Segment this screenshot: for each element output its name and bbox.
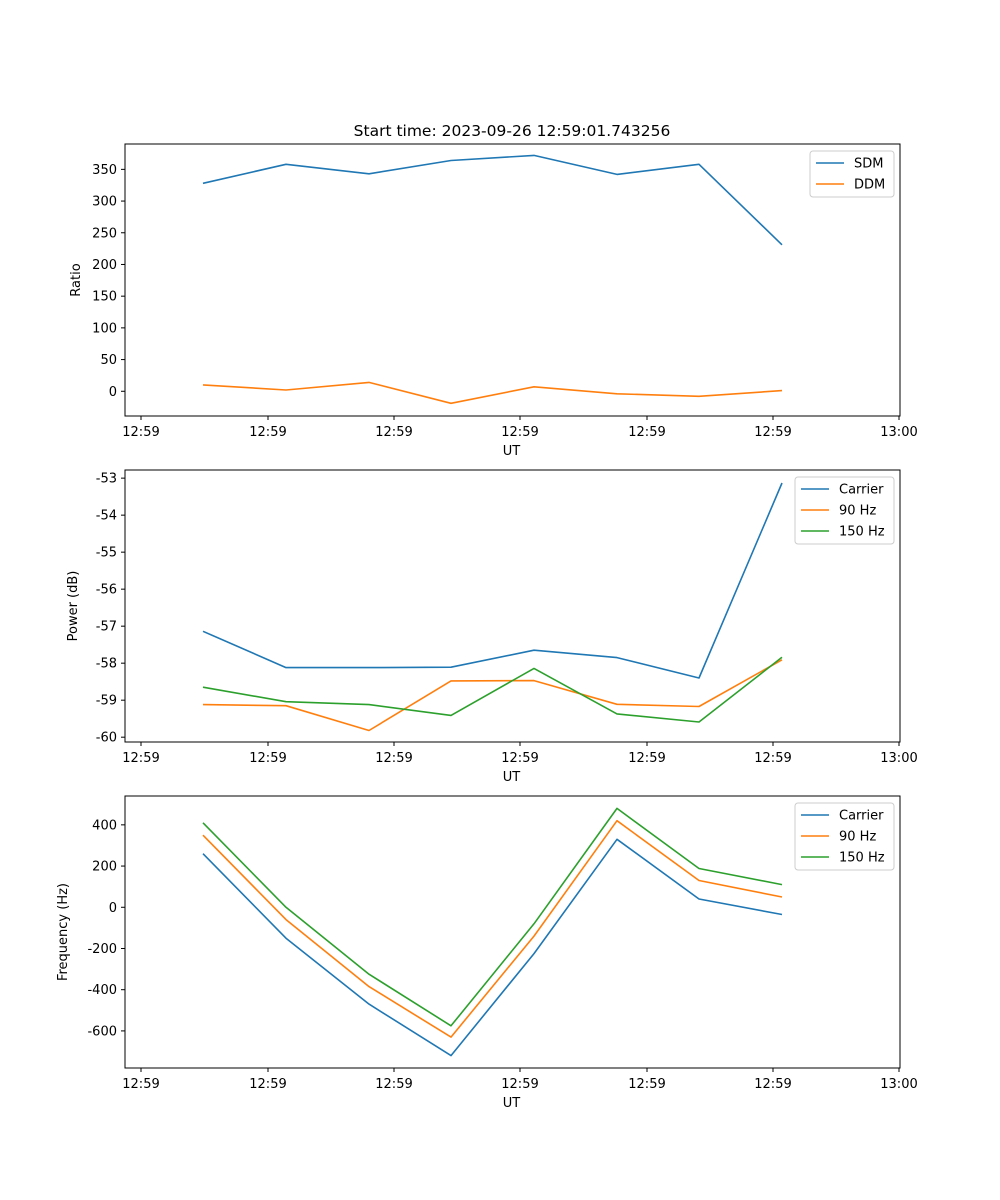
series-line-carrier bbox=[202, 838, 783, 1057]
y-tick-label: -53 bbox=[96, 472, 117, 487]
y-tick-label: -600 bbox=[87, 1024, 117, 1039]
y-tick-label: -57 bbox=[96, 620, 117, 635]
y-tick-label: 300 bbox=[92, 195, 117, 210]
y-tick-label: 0 bbox=[109, 901, 117, 916]
legend-entry: 90 Hz bbox=[839, 830, 876, 845]
y-tick-label: 400 bbox=[92, 818, 117, 833]
x-tick-label: 12:59 bbox=[501, 425, 538, 440]
x-axis-label: UT bbox=[503, 770, 521, 785]
x-tick-label: 12:59 bbox=[375, 1077, 412, 1092]
x-tick-label: 12:59 bbox=[122, 1077, 159, 1092]
x-tick-label: 12:59 bbox=[754, 425, 791, 440]
y-axis-label: Power (dB) bbox=[66, 571, 81, 642]
series-line-90-hz bbox=[202, 819, 783, 1038]
x-tick-label: 12:59 bbox=[628, 1077, 665, 1092]
legend-entry: 90 Hz bbox=[839, 504, 876, 519]
series-line-150-hz bbox=[202, 807, 783, 1027]
x-axis-label: UT bbox=[503, 1096, 521, 1111]
x-axis-label: UT bbox=[503, 444, 521, 459]
plot-area-frame bbox=[124, 795, 901, 1069]
series-line-ddm bbox=[202, 381, 783, 405]
y-tick-label: 200 bbox=[92, 860, 117, 875]
x-tick-label: 12:59 bbox=[122, 751, 159, 766]
series-line-90-hz bbox=[202, 659, 783, 732]
legend-box bbox=[794, 802, 895, 871]
plot-area-frame bbox=[124, 469, 901, 743]
y-tick-label: 100 bbox=[92, 321, 117, 336]
x-tick-label: 12:59 bbox=[249, 1077, 286, 1092]
x-tick-label: 12:59 bbox=[501, 1077, 538, 1092]
y-tick-label: 200 bbox=[92, 258, 117, 273]
x-tick-label: 12:59 bbox=[501, 751, 538, 766]
y-tick-label: -400 bbox=[87, 983, 117, 998]
x-tick-label: 12:59 bbox=[628, 751, 665, 766]
y-axis-label: Frequency (Hz) bbox=[56, 883, 71, 981]
x-tick-label: 12:59 bbox=[249, 425, 286, 440]
y-tick-label: 50 bbox=[100, 353, 117, 368]
x-tick-label: 12:59 bbox=[628, 425, 665, 440]
y-tick-label: 0 bbox=[109, 385, 117, 400]
legend-box bbox=[794, 476, 895, 545]
y-tick-label: 350 bbox=[92, 163, 117, 178]
legend-entry: SDM bbox=[854, 157, 883, 172]
x-tick-label: 12:59 bbox=[754, 1077, 791, 1092]
y-tick-label: -56 bbox=[96, 583, 117, 598]
plot-area-frame bbox=[124, 143, 901, 417]
y-tick-label: -59 bbox=[96, 694, 117, 709]
x-tick-label: 12:59 bbox=[249, 751, 286, 766]
x-tick-label: 12:59 bbox=[375, 751, 412, 766]
legend-entry: 150 Hz bbox=[839, 851, 885, 866]
y-tick-label: -200 bbox=[87, 942, 117, 957]
x-tick-label: 13:00 bbox=[880, 1077, 917, 1092]
series-line-carrier bbox=[202, 482, 783, 679]
y-tick-label: -55 bbox=[96, 546, 117, 561]
y-tick-label: -60 bbox=[96, 731, 117, 746]
legend-entry: DDM bbox=[854, 178, 885, 193]
x-tick-label: 13:00 bbox=[880, 425, 917, 440]
y-tick-label: 150 bbox=[92, 290, 117, 305]
series-line-150-hz bbox=[202, 656, 783, 723]
legend-entry: Carrier bbox=[839, 483, 884, 498]
y-axis-label: Ratio bbox=[69, 263, 84, 296]
x-tick-label: 12:59 bbox=[375, 425, 412, 440]
series-line-sdm bbox=[202, 154, 783, 246]
x-tick-label: 13:00 bbox=[880, 751, 917, 766]
x-tick-label: 12:59 bbox=[754, 751, 791, 766]
y-tick-label: 250 bbox=[92, 226, 117, 241]
x-tick-label: 12:59 bbox=[122, 425, 159, 440]
y-tick-label: -58 bbox=[96, 657, 117, 672]
legend-entry: 150 Hz bbox=[839, 525, 885, 540]
y-tick-label: -54 bbox=[96, 509, 117, 524]
figure-title: Start time: 2023-09-26 12:59:01.743256 bbox=[354, 122, 671, 140]
legend-entry: Carrier bbox=[839, 809, 884, 824]
